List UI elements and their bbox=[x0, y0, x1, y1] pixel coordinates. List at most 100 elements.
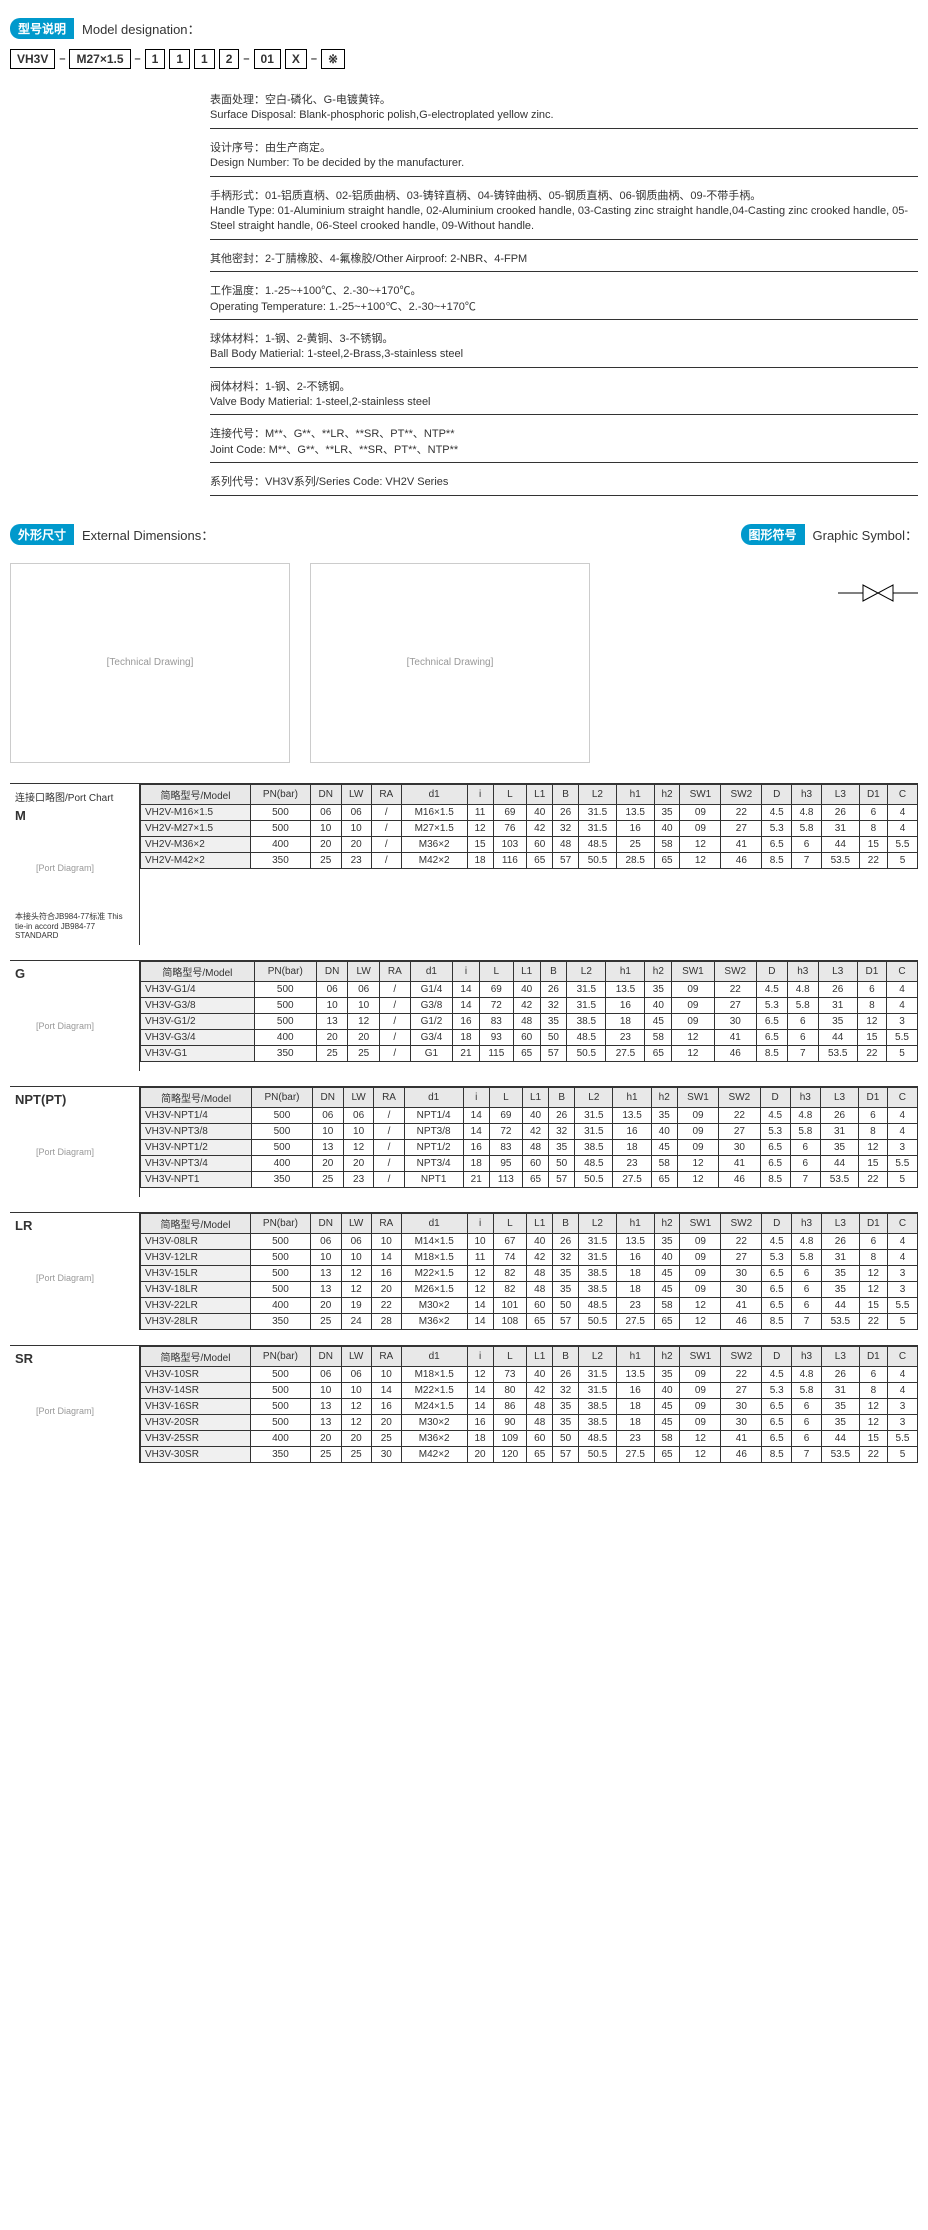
data-cell: 48 bbox=[527, 1265, 553, 1281]
designation-item: 设计序号：由生产商定。Design Number: To be decided … bbox=[210, 137, 918, 177]
port-section-M: 连接口略图/Port ChartM[Port Diagram]本接头符合JB98… bbox=[10, 783, 918, 945]
data-cell: 6 bbox=[792, 1398, 822, 1414]
data-cell: 16 bbox=[453, 1013, 480, 1029]
data-cell: 30 bbox=[721, 1265, 762, 1281]
data-cell: 23 bbox=[343, 1171, 374, 1187]
data-cell: 5 bbox=[887, 1045, 918, 1061]
table-row: VH3V-NPT13502523/NPT121113655750.527.565… bbox=[141, 1171, 918, 1187]
data-cell: 15 bbox=[467, 836, 493, 852]
data-cell: 6.5 bbox=[762, 1265, 792, 1281]
data-cell: 38.5 bbox=[579, 1414, 617, 1430]
designation-item: 手柄形式：01-铝质直柄、02-铝质曲柄、03-铸锌直柄、04-铸锌曲柄、05-… bbox=[210, 185, 918, 240]
data-cell: 13.5 bbox=[613, 1107, 651, 1123]
data-cell: 50.5 bbox=[575, 1171, 613, 1187]
data-cell: 60 bbox=[527, 836, 553, 852]
data-cell: 14 bbox=[467, 1398, 493, 1414]
data-cell: 27.5 bbox=[616, 1313, 654, 1329]
table-header: L3 bbox=[818, 961, 857, 981]
data-cell: 30 bbox=[714, 1013, 756, 1029]
data-cell: 31.5 bbox=[579, 1233, 617, 1249]
table-header: LW bbox=[341, 1213, 371, 1233]
table-header: D1 bbox=[859, 784, 887, 804]
data-cell: 500 bbox=[250, 1265, 310, 1281]
model-cell: VH3V-14SR bbox=[141, 1382, 251, 1398]
port-label-col: G[Port Diagram] bbox=[10, 961, 140, 1071]
data-cell: 3 bbox=[887, 1265, 917, 1281]
data-cell: 7 bbox=[790, 1171, 820, 1187]
table-header: 简略型号/Model bbox=[141, 1213, 251, 1233]
table-row: VH3V-NPT3/44002020/NPT3/41895605048.5235… bbox=[141, 1155, 918, 1171]
data-cell: 16 bbox=[613, 1123, 651, 1139]
table-header: L2 bbox=[579, 784, 617, 804]
data-cell: 12 bbox=[859, 1281, 887, 1297]
data-cell: 500 bbox=[250, 1414, 310, 1430]
data-cell: 60 bbox=[522, 1155, 548, 1171]
data-cell: G3/4 bbox=[410, 1029, 452, 1045]
table-header: d1 bbox=[401, 1346, 467, 1366]
dimension-table: 简略型号/ModelPN(bar)DNLWRAd1iLL1BL2h1h2SW1S… bbox=[140, 1213, 918, 1330]
data-cell: 09 bbox=[680, 1366, 721, 1382]
data-cell: 40 bbox=[527, 1366, 553, 1382]
data-cell: 06 bbox=[310, 1366, 341, 1382]
data-cell: 350 bbox=[254, 1045, 316, 1061]
data-cell: 103 bbox=[493, 836, 527, 852]
data-cell: 53.5 bbox=[821, 852, 859, 868]
model-cell: VH3V-12LR bbox=[141, 1249, 251, 1265]
data-cell: 44 bbox=[820, 1155, 858, 1171]
data-cell: 23 bbox=[341, 852, 371, 868]
model-cell: VH3V-08LR bbox=[141, 1233, 251, 1249]
table-row: VH3V-20SR500131220M30×21690483538.518450… bbox=[141, 1414, 918, 1430]
data-cell: 20 bbox=[316, 1029, 348, 1045]
table-header: D bbox=[760, 1087, 790, 1107]
port-section-G: G[Port Diagram]简略型号/ModelPN(bar)DNLWRAd1… bbox=[10, 960, 918, 1071]
table-row: VH2V-M16×1.55000606/M16×1.51169402631.51… bbox=[141, 804, 918, 820]
data-cell: 31 bbox=[820, 1123, 858, 1139]
table-header: SW1 bbox=[680, 1213, 721, 1233]
data-cell: 53.5 bbox=[820, 1171, 858, 1187]
data-cell: 27.5 bbox=[613, 1171, 651, 1187]
port-diagram: [Port Diagram] bbox=[15, 1371, 115, 1451]
data-cell: 18 bbox=[616, 1398, 654, 1414]
data-cell: 57 bbox=[549, 1171, 575, 1187]
data-cell: 12 bbox=[467, 1366, 493, 1382]
data-cell: 20 bbox=[312, 1155, 343, 1171]
data-cell: 58 bbox=[654, 1430, 680, 1446]
graphic-symbol-header: 图形符号 Graphic Symbol： bbox=[741, 524, 919, 545]
data-cell: 44 bbox=[821, 1430, 859, 1446]
data-cell: 27.5 bbox=[606, 1045, 645, 1061]
data-cell: 06 bbox=[310, 804, 341, 820]
port-type-label: G bbox=[15, 966, 134, 981]
data-cell: M36×2 bbox=[401, 836, 467, 852]
data-cell: 46 bbox=[721, 852, 762, 868]
data-cell: 16 bbox=[616, 820, 654, 836]
data-cell: 6 bbox=[790, 1155, 820, 1171]
table-header: RA bbox=[374, 1087, 404, 1107]
data-cell: 32 bbox=[553, 1382, 579, 1398]
data-cell: 14 bbox=[453, 981, 480, 997]
data-cell: 12 bbox=[677, 1155, 718, 1171]
data-cell: 5.3 bbox=[760, 1123, 790, 1139]
data-cell: 25 bbox=[310, 1313, 341, 1329]
table-header: D bbox=[756, 961, 787, 981]
data-cell: 13.5 bbox=[616, 1366, 654, 1382]
dimension-table: 简略型号/ModelPN(bar)DNLWRAd1iLL1BL2h1h2SW1S… bbox=[140, 961, 918, 1062]
data-cell: 40 bbox=[651, 1123, 677, 1139]
table-header: DN bbox=[316, 961, 348, 981]
data-cell: 4.5 bbox=[762, 1366, 792, 1382]
data-cell: 13.5 bbox=[606, 981, 645, 997]
data-cell: 14 bbox=[453, 997, 480, 1013]
data-cell: 500 bbox=[250, 1382, 310, 1398]
data-cell: 09 bbox=[677, 1123, 718, 1139]
data-cell: 5.8 bbox=[787, 997, 818, 1013]
data-cell: 23 bbox=[616, 1297, 654, 1313]
data-cell: 25 bbox=[348, 1045, 379, 1061]
data-cell: 5.8 bbox=[790, 1123, 820, 1139]
data-cell: 4.5 bbox=[762, 1233, 792, 1249]
data-cell: M36×2 bbox=[401, 1313, 467, 1329]
badge-symbol: 图形符号 bbox=[741, 524, 805, 545]
model-cell: VH3V-22LR bbox=[141, 1297, 251, 1313]
table-header: D bbox=[762, 1213, 792, 1233]
data-cell: 18 bbox=[616, 1414, 654, 1430]
table-header: i bbox=[467, 1213, 493, 1233]
data-cell: 12 bbox=[680, 1430, 721, 1446]
